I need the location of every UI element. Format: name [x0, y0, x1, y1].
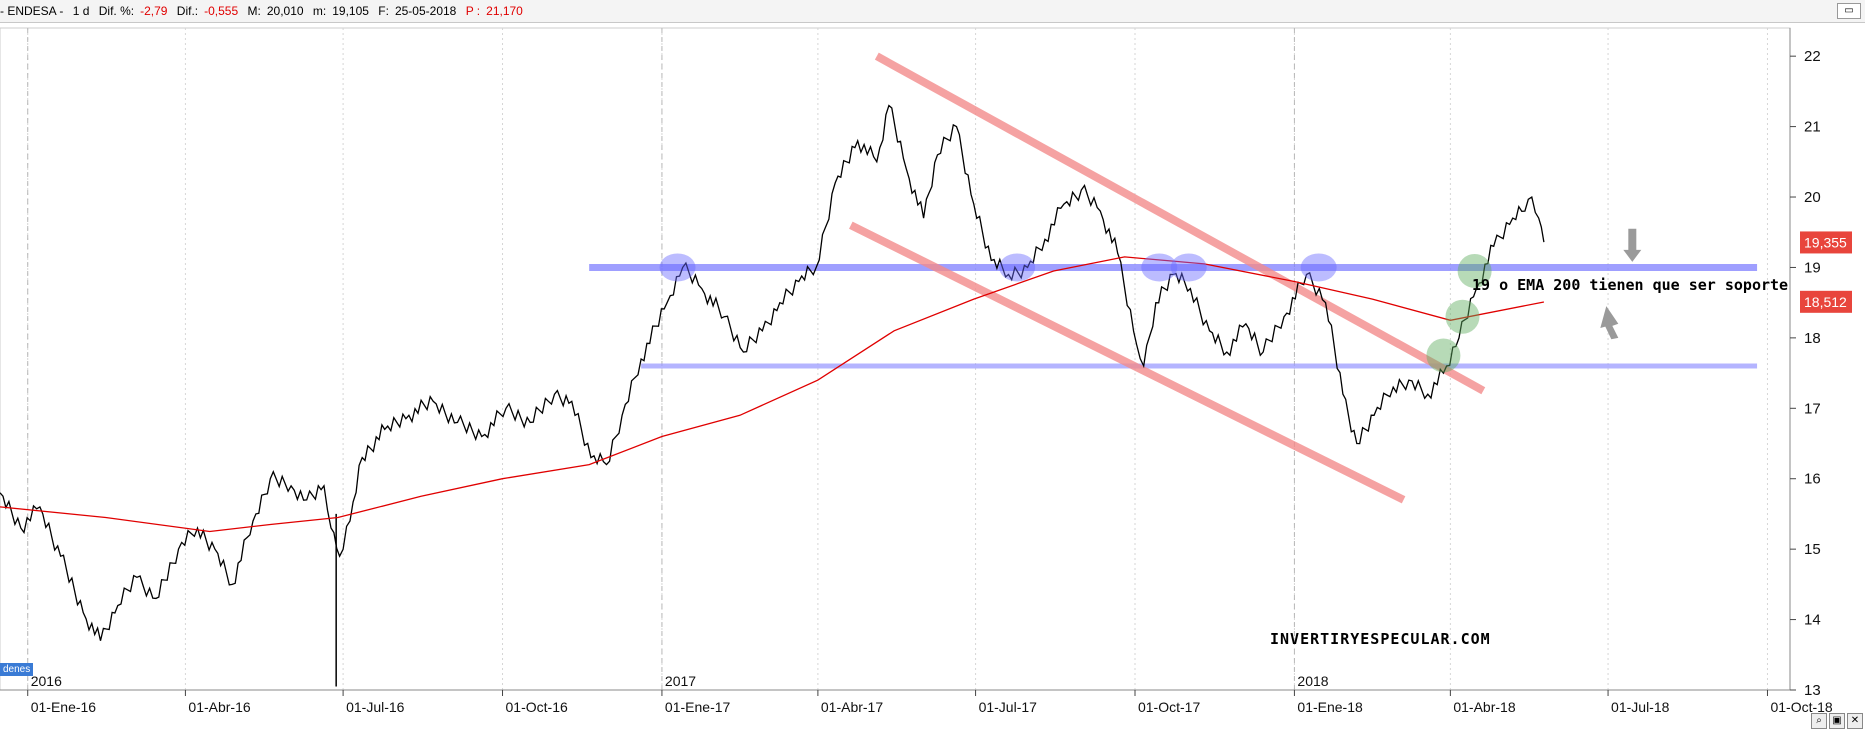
- x-tick-label: 01-Oct-16: [506, 699, 568, 715]
- y-tick-label: 22: [1804, 48, 1821, 65]
- min-label: m:: [312, 4, 327, 18]
- breakout-circle-green: [1445, 299, 1480, 334]
- x-tick-label: 01-Jul-18: [1611, 699, 1670, 715]
- date-value: 25-05-2018: [394, 4, 457, 18]
- save-icon[interactable]: ▣: [1829, 713, 1845, 729]
- drawing-circles-layer: [659, 228, 1642, 373]
- grid-layer: [0, 27, 1791, 691]
- y-tick-label: 18: [1804, 330, 1821, 347]
- dif-value: -0,555: [204, 4, 239, 18]
- axis-layer: 13 14 15 16 17 18 19 20 21 22 01-Ene-16 01-Abr-16 01…: [0, 28, 1852, 715]
- x-tick-label: 01-Ene-18: [1297, 699, 1363, 715]
- y-tick-label: 17: [1804, 400, 1821, 417]
- x-tick-label: 01-Jul-17: [979, 699, 1038, 715]
- breakout-circle-green: [1426, 338, 1461, 373]
- price-box: [1800, 290, 1852, 313]
- x-tick-label: 01-Ene-16: [31, 699, 97, 715]
- touch-circle-blue: [999, 253, 1036, 282]
- price-series-line: [0, 104, 1545, 641]
- down-arrow-icon: [1623, 228, 1642, 262]
- year-label: 2016: [31, 673, 62, 689]
- support-annotation: 19 o EMA 200 tienen que ser soporte: [1472, 276, 1788, 294]
- drawing-layer: [589, 52, 1758, 504]
- year-label: 2018: [1297, 673, 1328, 689]
- y-tick-label: 21: [1804, 119, 1821, 136]
- interval-label: 1 d: [72, 4, 90, 18]
- y-tick-label: 16: [1804, 471, 1821, 488]
- dif-pct-value: -2,79: [140, 4, 168, 18]
- dif-pct-label: Dif. %:: [98, 4, 135, 18]
- x-tick-label: 01-Abr-18: [1453, 699, 1515, 715]
- price-box-label: 19,355: [1804, 234, 1847, 250]
- price-label: P :: [465, 4, 481, 18]
- x-tick-label: 01-Ene-17: [665, 699, 731, 715]
- x-tick-label: 01-Jul-16: [346, 699, 405, 715]
- channel-line: [849, 221, 1406, 504]
- channel-line: [874, 52, 1486, 395]
- y-tick-label: 15: [1804, 541, 1821, 558]
- price-box-label: 18,512: [1804, 294, 1847, 310]
- touch-circle-blue: [1141, 253, 1178, 282]
- close-icon[interactable]: ✕: [1847, 713, 1863, 729]
- plot-frame: [0, 27, 1791, 691]
- x-tick-label: 01-Oct-17: [1138, 699, 1200, 715]
- up-arrow-icon: [1600, 306, 1619, 340]
- ema-200-line: [0, 256, 1545, 533]
- ticker-label: - ENDESA -: [0, 4, 64, 18]
- price-chart[interactable]: 13 14 15 16 17 18 19 20 21 22 01-Ene-16 01-Abr-16 01…: [0, 22, 1865, 731]
- touch-circle-blue: [659, 253, 696, 282]
- price-value: 21,170: [486, 4, 523, 18]
- price-box: [1800, 231, 1852, 254]
- dif-label: Dif.:: [176, 4, 199, 18]
- date-label: F:: [378, 4, 389, 18]
- y-tick-label: 13: [1804, 682, 1821, 699]
- y-tick-label: 19: [1804, 259, 1821, 276]
- series-layer: [0, 104, 1545, 687]
- annotation-layer: 19 o EMA 200 tienen que ser soporte INVE…: [1270, 276, 1788, 648]
- touch-circle-blue: [1170, 253, 1207, 282]
- y-tick-label: 20: [1804, 189, 1821, 206]
- touch-circle-blue: [1300, 253, 1337, 282]
- min-value: 19,105: [332, 4, 369, 18]
- brand-watermark: INVERTIRYESPECULAR.COM: [1270, 630, 1491, 648]
- bottom-toolbar: ⌕ ▣ ✕: [1811, 713, 1863, 729]
- zoom-icon[interactable]: ⌕: [1811, 713, 1827, 729]
- max-value: 20,010: [266, 4, 304, 18]
- x-tick-label: 01-Abr-17: [821, 699, 883, 715]
- year-label: 2017: [665, 673, 696, 689]
- y-tick-label: 14: [1804, 612, 1821, 629]
- max-label: M:: [247, 4, 261, 18]
- window-button[interactable]: ▭: [1837, 3, 1861, 19]
- x-tick-label: 01-Abr-16: [188, 699, 250, 715]
- chart-header-bar: - ENDESA - 1 d Dif. %: -2,79 Dif.: -0,555 …: [0, 0, 1865, 23]
- corner-tag: denes: [0, 663, 34, 676]
- breakout-circle-green: [1457, 253, 1492, 288]
- x-tick-label: 01-Oct-18: [1770, 699, 1832, 715]
